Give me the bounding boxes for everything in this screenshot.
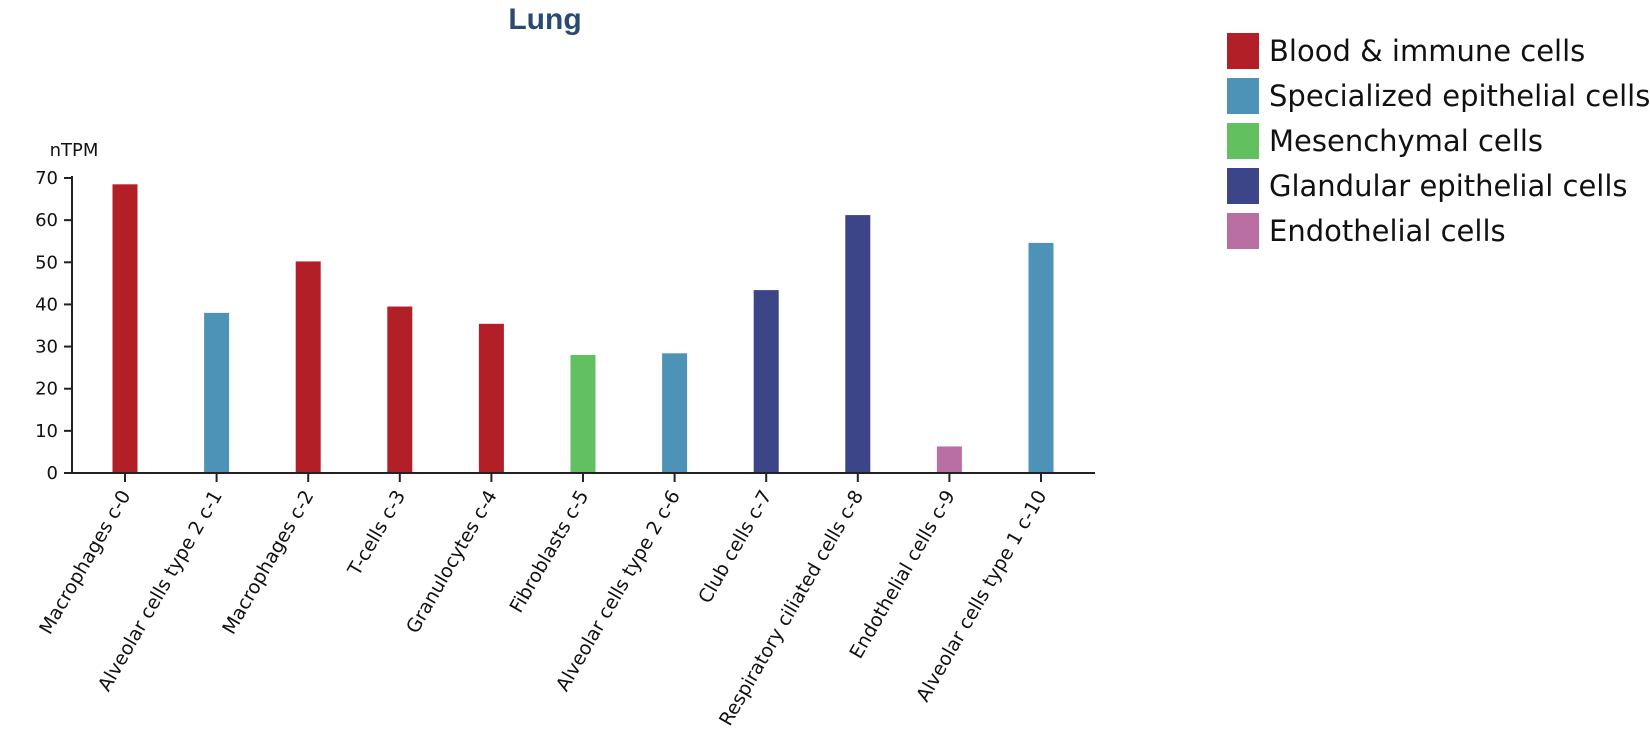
x-tick-label: Macrophages c-0 xyxy=(35,487,135,639)
bar xyxy=(753,290,779,473)
y-tick-label: 70 xyxy=(35,168,58,189)
legend-item: Blood & immune cells xyxy=(1227,28,1650,73)
legend-swatch xyxy=(1227,77,1259,114)
y-tick-label: 10 xyxy=(35,421,58,442)
bar xyxy=(845,215,871,474)
legend-item: Glandular epithelial cells xyxy=(1227,163,1650,208)
x-tick-label: T-cells c-3 xyxy=(343,487,410,581)
legend-label: Mesenchymal cells xyxy=(1269,123,1543,158)
bar xyxy=(295,261,321,473)
legend-label: Glandular epithelial cells xyxy=(1269,168,1628,203)
y-tick-label: 20 xyxy=(35,379,58,400)
legend-label: Specialized epithelial cells xyxy=(1269,78,1650,113)
y-tick-label: 0 xyxy=(47,463,58,484)
legend-swatch xyxy=(1227,167,1259,204)
y-tick-label: 40 xyxy=(35,294,58,315)
bar xyxy=(112,184,138,474)
legend-swatch xyxy=(1227,32,1259,69)
chart-title: Lung xyxy=(508,3,581,36)
y-axis-unit-label: nTPM xyxy=(50,140,99,161)
bar xyxy=(387,306,413,473)
bar xyxy=(662,353,688,473)
legend-item: Endothelial cells xyxy=(1227,208,1650,253)
x-tick-label: Granulocytes c-4 xyxy=(402,487,502,638)
x-tick-label: Fibroblasts c-5 xyxy=(505,487,593,617)
y-tick-label: 60 xyxy=(35,210,58,231)
legend-swatch xyxy=(1227,122,1259,159)
legend-swatch xyxy=(1227,212,1259,249)
x-tick-label: Club cells c-7 xyxy=(694,487,776,608)
bar xyxy=(936,446,962,473)
legend-label: Endothelial cells xyxy=(1269,213,1506,248)
y-axis: 0 10 20 30 40 50 60 70 xyxy=(35,168,73,484)
y-tick-label: 30 xyxy=(35,337,58,358)
bar xyxy=(1028,242,1054,473)
legend-item: Specialized epithelial cells xyxy=(1227,73,1650,118)
bar xyxy=(570,355,596,473)
legend: Blood & immune cells Specialized epitheli… xyxy=(1227,28,1650,253)
y-tick-label: 50 xyxy=(35,252,58,273)
x-tick-label: Endothelial cells c-9 xyxy=(845,487,959,663)
legend-label: Blood & immune cells xyxy=(1269,33,1586,68)
x-tick-label: Macrophages c-2 xyxy=(218,487,318,639)
bar xyxy=(478,323,504,473)
legend-item: Mesenchymal cells xyxy=(1227,118,1650,163)
bar xyxy=(204,312,230,473)
bars-group xyxy=(112,184,1054,474)
